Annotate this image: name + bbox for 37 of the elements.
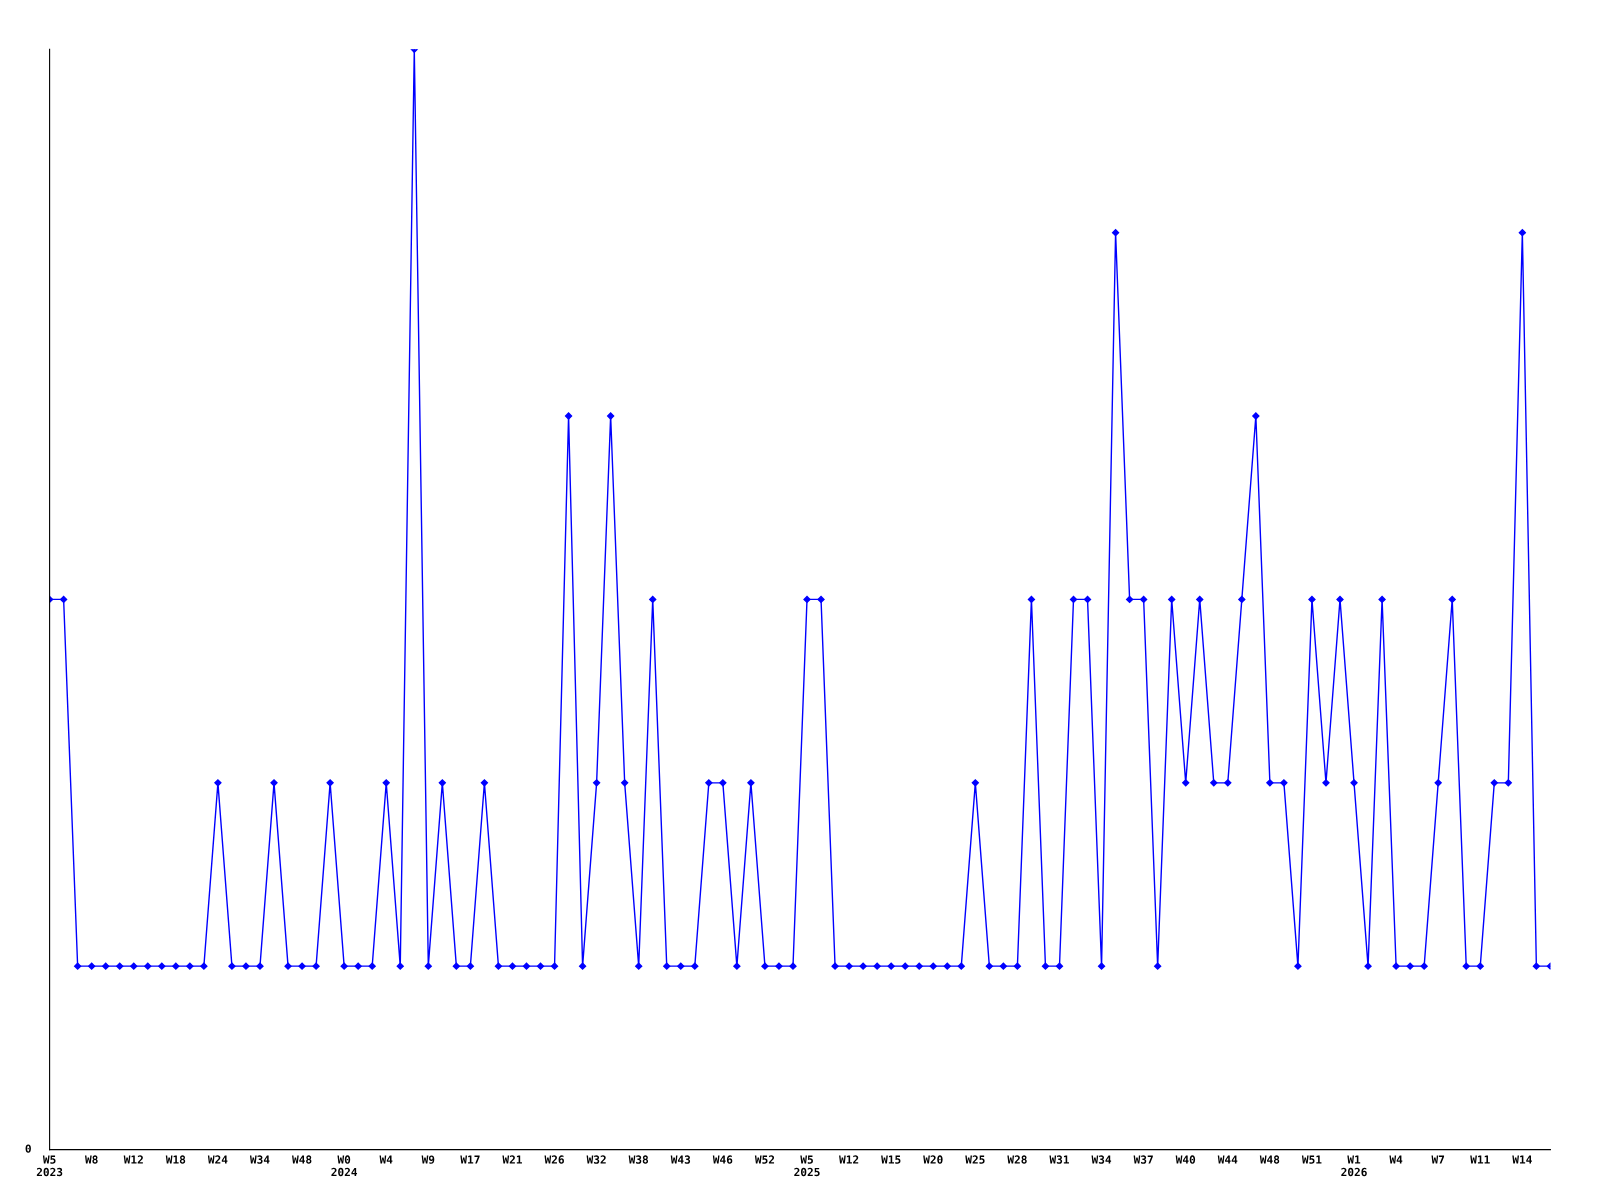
- x-tick-label: W8: [84, 1155, 98, 1164]
- x-tick-label: W32: [586, 1155, 606, 1164]
- x-tick-label: W24: [207, 1155, 228, 1164]
- x-tick-label: W31: [1049, 1155, 1069, 1164]
- x-tick-label: W34: [249, 1155, 270, 1164]
- x-tick-label: W40: [1175, 1155, 1196, 1164]
- x-tick-label: W4: [1389, 1155, 1403, 1164]
- x-tick-label: W38: [628, 1155, 649, 1164]
- x-tick-label: W15: [881, 1155, 901, 1164]
- x-tick-label: W26: [544, 1155, 564, 1164]
- text: 0: [25, 1144, 31, 1153]
- x-tick-label: W0 2024: [331, 1155, 358, 1177]
- x-tick-label: W25: [965, 1155, 985, 1164]
- x-tick-label: W28: [1007, 1155, 1027, 1164]
- x-tick-label: W12: [839, 1155, 859, 1164]
- x-tick-label: W43: [670, 1155, 691, 1164]
- x-tick-label: W1 2026: [1341, 1155, 1367, 1177]
- x-tick-label: W37: [1133, 1155, 1153, 1164]
- x-tick-label: W12: [123, 1155, 143, 1164]
- x-tick-label: W21: [502, 1155, 522, 1164]
- x-tick-label: W51: [1301, 1155, 1322, 1164]
- x-tick-label: W48: [292, 1155, 312, 1164]
- x-tick-label: W5 2025: [794, 1155, 820, 1177]
- x-tick-label: W34: [1091, 1155, 1112, 1164]
- x-tick-label: W7: [1431, 1155, 1445, 1164]
- x-tick-label: W18: [165, 1155, 186, 1164]
- x-tick-label: W44: [1217, 1155, 1238, 1164]
- x-tick-label: W17: [460, 1155, 480, 1164]
- x-tick-label: W14: [1512, 1155, 1532, 1164]
- x-tick-label: W48: [1259, 1155, 1280, 1164]
- x-tick-label: W9: [421, 1155, 435, 1164]
- x-tick-label: W5 2023: [36, 1155, 63, 1177]
- x-tick-label: W11: [1470, 1155, 1490, 1164]
- x-tick-label: W4: [379, 1155, 393, 1164]
- x-tick-label: W52: [754, 1155, 775, 1164]
- x-tick-label: W20: [923, 1155, 943, 1164]
- x-tick-label: W46: [712, 1155, 733, 1164]
